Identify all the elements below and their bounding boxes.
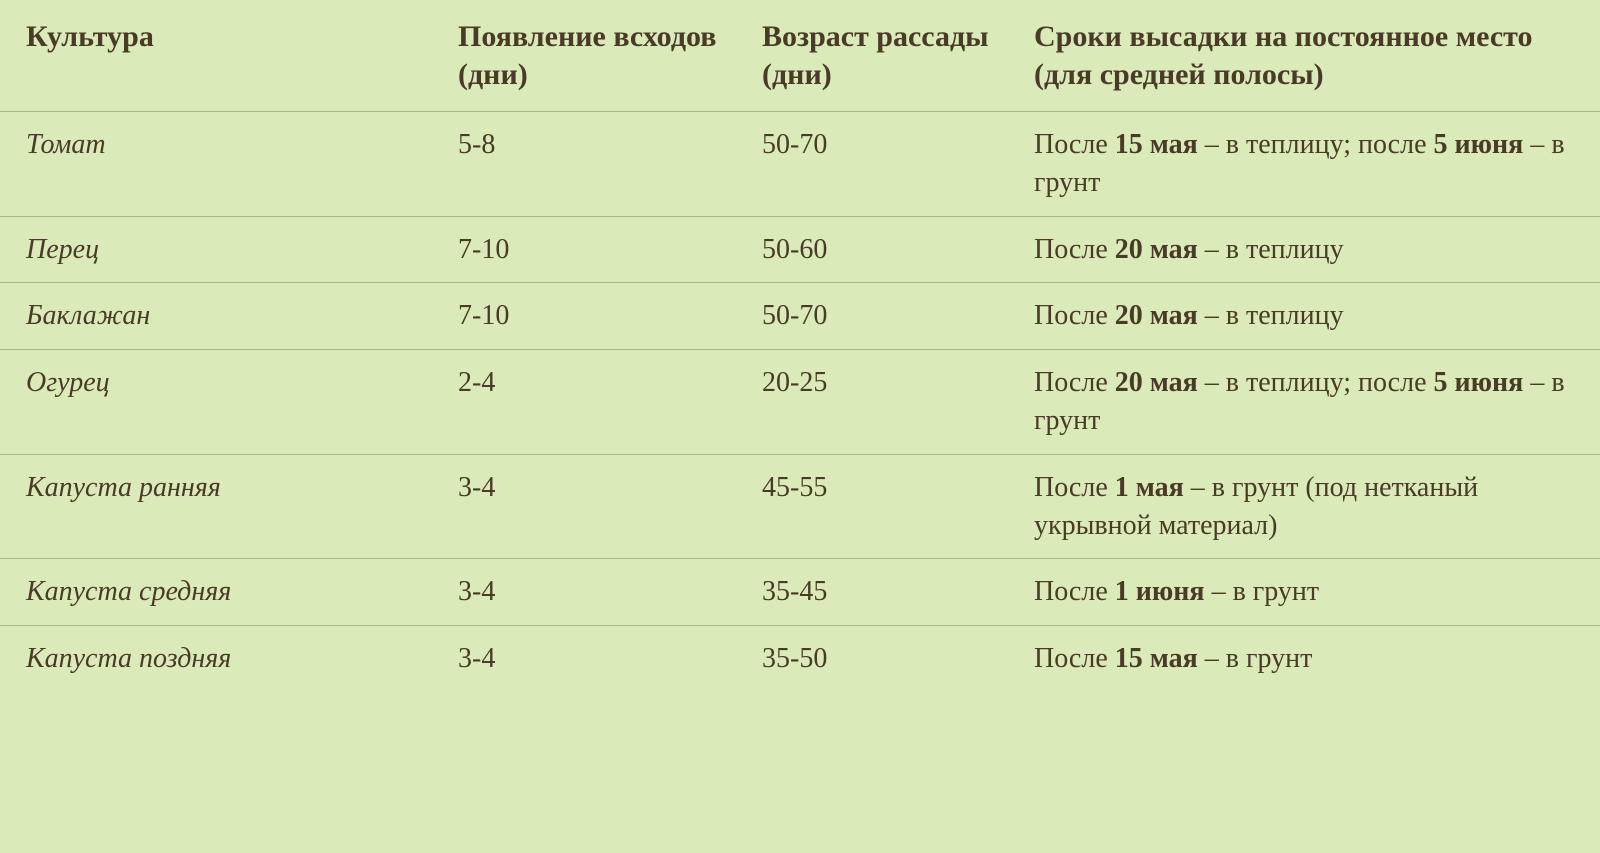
cell-culture: Капуста поздняя bbox=[0, 626, 432, 692]
cell-emergence: 2-4 bbox=[432, 350, 736, 455]
cell-planting: После 20 мая – в теплицу; после 5 июня –… bbox=[1008, 350, 1600, 455]
cell-age: 20-25 bbox=[736, 350, 1008, 455]
cell-planting: После 1 мая – в грунт (под нетканый укры… bbox=[1008, 454, 1600, 559]
cell-age: 50-70 bbox=[736, 112, 1008, 217]
cell-age: 35-45 bbox=[736, 559, 1008, 626]
cell-culture: Капуста ранняя bbox=[0, 454, 432, 559]
table-row: Капуста ранняя3-445-55После 1 мая – в гр… bbox=[0, 454, 1600, 559]
cell-culture: Капуста средняя bbox=[0, 559, 432, 626]
table-row: Огурец2-420-25После 20 мая – в теплицу; … bbox=[0, 350, 1600, 455]
table-row: Перец7-1050-60После 20 мая – в теплицу bbox=[0, 216, 1600, 283]
planting-table: Культура Появление всходов (дни) Возраст… bbox=[0, 0, 1600, 692]
cell-emergence: 7-10 bbox=[432, 216, 736, 283]
cell-planting: После 15 мая – в теплицу; после 5 июня –… bbox=[1008, 112, 1600, 217]
table-body: Томат5-850-70После 15 мая – в теплицу; п… bbox=[0, 112, 1600, 692]
cell-culture: Огурец bbox=[0, 350, 432, 455]
cell-emergence: 5-8 bbox=[432, 112, 736, 217]
cell-emergence: 3-4 bbox=[432, 559, 736, 626]
cell-culture: Томат bbox=[0, 112, 432, 217]
cell-emergence: 3-4 bbox=[432, 626, 736, 692]
table-row: Томат5-850-70После 15 мая – в теплицу; п… bbox=[0, 112, 1600, 217]
col-header-culture: Культура bbox=[0, 0, 432, 112]
cell-planting: После 20 мая – в теплицу bbox=[1008, 283, 1600, 350]
cell-emergence: 3-4 bbox=[432, 454, 736, 559]
cell-planting: После 20 мая – в теплицу bbox=[1008, 216, 1600, 283]
cell-age: 45-55 bbox=[736, 454, 1008, 559]
table-row: Капуста средняя3-435-45После 1 июня – в … bbox=[0, 559, 1600, 626]
cell-planting: После 1 июня – в грунт bbox=[1008, 559, 1600, 626]
cell-age: 35-50 bbox=[736, 626, 1008, 692]
cell-culture: Баклажан bbox=[0, 283, 432, 350]
col-header-emergence: Появление всходов (дни) bbox=[432, 0, 736, 112]
cell-age: 50-60 bbox=[736, 216, 1008, 283]
col-header-age: Возраст рассады (дни) bbox=[736, 0, 1008, 112]
table-header: Культура Появление всходов (дни) Возраст… bbox=[0, 0, 1600, 112]
table-row: Капуста поздняя3-435-50После 15 мая – в … bbox=[0, 626, 1600, 692]
col-header-planting: Сроки высадки на постоянное место (для с… bbox=[1008, 0, 1600, 112]
cell-planting: После 15 мая – в грунт bbox=[1008, 626, 1600, 692]
table-row: Баклажан7-1050-70После 20 мая – в теплиц… bbox=[0, 283, 1600, 350]
cell-age: 50-70 bbox=[736, 283, 1008, 350]
cell-emergence: 7-10 bbox=[432, 283, 736, 350]
cell-culture: Перец bbox=[0, 216, 432, 283]
